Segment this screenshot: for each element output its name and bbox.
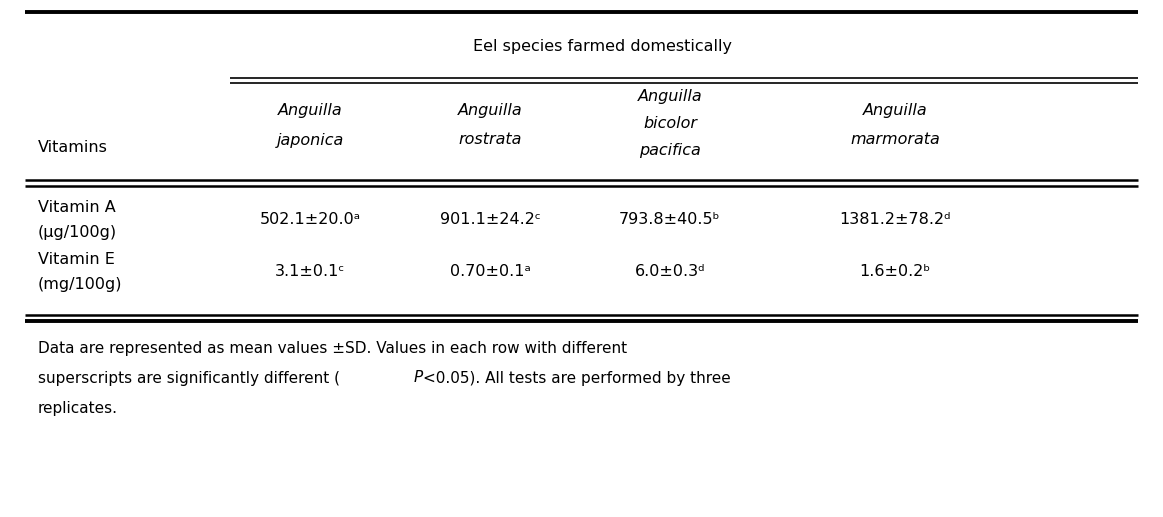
Text: 502.1±20.0ᵃ: 502.1±20.0ᵃ — [259, 211, 361, 226]
Text: 1.6±0.2ᵇ: 1.6±0.2ᵇ — [859, 264, 930, 279]
Text: 0.70±0.1ᵃ: 0.70±0.1ᵃ — [450, 264, 530, 279]
Text: 1381.2±78.2ᵈ: 1381.2±78.2ᵈ — [840, 211, 951, 226]
Text: Anguilla: Anguilla — [637, 89, 702, 104]
Text: Vitamins: Vitamins — [38, 141, 108, 156]
Text: Eel species farmed domestically: Eel species farmed domestically — [473, 39, 732, 54]
Text: <0.05). All tests are performed by three: <0.05). All tests are performed by three — [423, 371, 730, 386]
Text: Anguilla: Anguilla — [278, 102, 342, 117]
Text: superscripts are significantly different (: superscripts are significantly different… — [38, 371, 340, 386]
Text: pacifica: pacifica — [640, 143, 701, 158]
Text: Anguilla: Anguilla — [458, 102, 522, 117]
Text: Anguilla: Anguilla — [863, 102, 927, 117]
Text: replicates.: replicates. — [38, 401, 117, 416]
Text: rostrata: rostrata — [458, 132, 522, 147]
Text: 6.0±0.3ᵈ: 6.0±0.3ᵈ — [635, 264, 705, 279]
Text: Data are represented as mean values ±SD. Values in each row with different: Data are represented as mean values ±SD.… — [38, 341, 627, 356]
Text: P: P — [414, 371, 423, 386]
Text: japonica: japonica — [277, 132, 343, 147]
Text: Vitamin E: Vitamin E — [38, 252, 115, 267]
Text: bicolor: bicolor — [643, 115, 697, 130]
Text: marmorata: marmorata — [850, 132, 940, 147]
Text: 793.8±40.5ᵇ: 793.8±40.5ᵇ — [619, 211, 721, 226]
Text: (μg/100g): (μg/100g) — [38, 224, 117, 239]
Text: (mg/100g): (mg/100g) — [38, 278, 122, 293]
Text: Vitamin A: Vitamin A — [38, 200, 116, 215]
Text: 3.1±0.1ᶜ: 3.1±0.1ᶜ — [274, 264, 345, 279]
Text: 901.1±24.2ᶜ: 901.1±24.2ᶜ — [440, 211, 541, 226]
